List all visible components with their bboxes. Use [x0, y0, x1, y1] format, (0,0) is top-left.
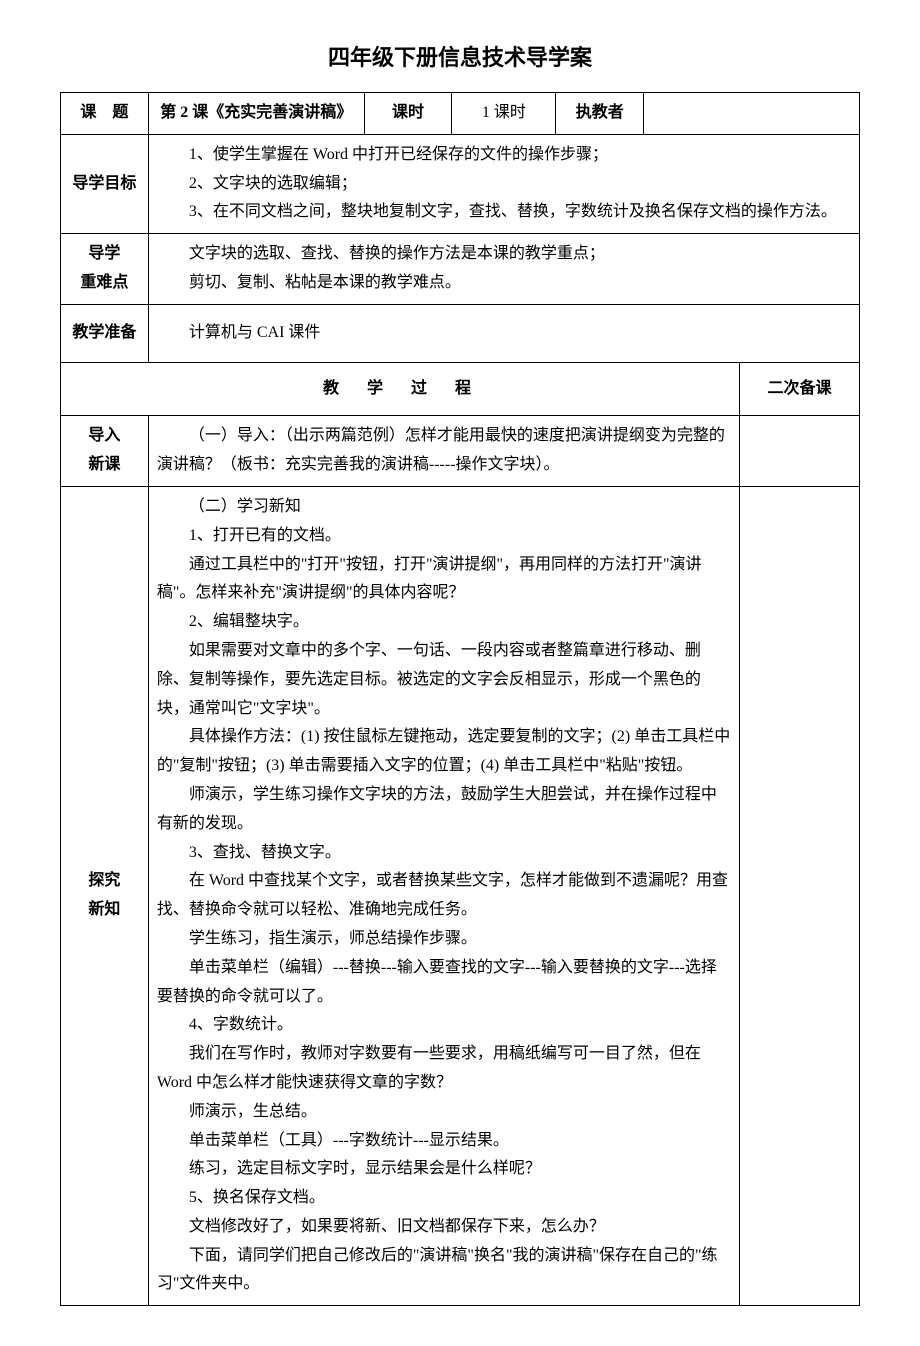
explore-paragraph: 我们在写作时，教师对字数要有一些要求，用稿纸编写可一目了然，但在 Word 中怎… — [157, 1040, 731, 1098]
teacher-value — [644, 93, 860, 135]
intro-content: （一）导入：（出示两篇范例）怎样才能用最快的速度把演讲提纲变为完整的演讲稿？（板… — [148, 416, 739, 487]
explore-paragraph: 4、字数统计。 — [157, 1011, 731, 1040]
objectives-label: 导学目标 — [61, 134, 149, 233]
explore-paragraph: 单击菜单栏（工具）---字数统计---显示结果。 — [157, 1127, 731, 1156]
process-header-row: 教 学 过 程 二次备课 — [61, 362, 860, 416]
lesson-plan-table: 课 题 第 2 课《充实完善演讲稿》 课时 1 课时 执教者 导学目标 1、使学… — [60, 92, 860, 1306]
explore-paragraph: 5、换名保存文档。 — [157, 1184, 731, 1213]
keypoints-row: 导学 重难点 文字块的选取、查找、替换的操作方法是本课的教学重点； 剪切、复制、… — [61, 234, 860, 305]
preparation-label: 教学准备 — [61, 304, 149, 362]
topic-value: 第 2 课《充实完善演讲稿》 — [148, 93, 364, 135]
explore-paragraph: 下面，请同学们把自己修改后的"演讲稿"换名"我的演讲稿"保存在自己的"练习"文件… — [157, 1242, 731, 1300]
preparation-row: 教学准备 计算机与 CAI 课件 — [61, 304, 860, 362]
objectives-line: 2、文字块的选取编辑； — [157, 170, 851, 199]
process-header-left: 教 学 过 程 — [61, 362, 740, 416]
explore-paragraph: 2、编辑整块字。 — [157, 608, 731, 637]
teacher-label: 执教者 — [556, 93, 644, 135]
period-value: 1 课时 — [452, 93, 556, 135]
header-row: 课 题 第 2 课《充实完善演讲稿》 课时 1 课时 执教者 — [61, 93, 860, 135]
intro-label-l1: 导入 — [88, 427, 120, 444]
keypoints-content: 文字块的选取、查找、替换的操作方法是本课的教学重点； 剪切、复制、粘帖是本课的教… — [148, 234, 859, 305]
preparation-value: 计算机与 CAI 课件 — [148, 304, 859, 362]
explore-paragraph: 在 Word 中查找某个文字，或者替换某些文字，怎样才能做到不遗漏呢？用查找、替… — [157, 867, 731, 925]
explore-paragraph: 通过工具栏中的"打开"按钮，打开"演讲提纲"，再用同样的方法打开"演讲稿"。怎样… — [157, 551, 731, 609]
explore-paragraph: 如果需要对文章中的多个字、一句话、一段内容或者整篇章进行移动、删除、复制等操作，… — [157, 637, 731, 723]
intro-row: 导入 新课 （一）导入：（出示两篇范例）怎样才能用最快的速度把演讲提纲变为完整的… — [61, 416, 860, 487]
explore-content: （二）学习新知 1、打开已有的文档。 通过工具栏中的"打开"按钮，打开"演讲提纲… — [148, 486, 739, 1305]
explore-paragraph: 文档修改好了，如果要将新、旧文档都保存下来，怎么办？ — [157, 1213, 731, 1242]
objectives-row: 导学目标 1、使学生掌握在 Word 中打开已经保存的文件的操作步骤； 2、文字… — [61, 134, 860, 233]
explore-notes — [740, 486, 860, 1305]
explore-paragraph: 单击菜单栏（编辑）---替换---输入要查找的文字---输入要替换的文字---选… — [157, 954, 731, 1012]
explore-paragraph: 练习，选定目标文字时，显示结果会是什么样呢？ — [157, 1155, 731, 1184]
intro-paragraph: （一）导入：（出示两篇范例）怎样才能用最快的速度把演讲提纲变为完整的演讲稿？（板… — [157, 422, 731, 480]
document-title: 四年级下册信息技术导学案 — [60, 40, 860, 72]
explore-paragraph: 学生练习，指生演示，师总结操作步骤。 — [157, 925, 731, 954]
explore-label-l2: 新知 — [88, 901, 120, 918]
objectives-line: 3、在不同文档之间，整块地复制文字，查找、替换，字数统计及换名保存文档的操作方法… — [157, 198, 851, 227]
keypoints-label-l2: 重难点 — [80, 274, 128, 291]
intro-label: 导入 新课 — [61, 416, 149, 487]
objectives-line: 1、使学生掌握在 Word 中打开已经保存的文件的操作步骤； — [157, 141, 851, 170]
keypoints-line: 剪切、复制、粘帖是本课的教学难点。 — [157, 269, 851, 298]
process-header-right: 二次备课 — [740, 362, 860, 416]
explore-paragraph: 师演示，学生练习操作文字块的方法，鼓励学生大胆尝试，并在操作过程中有新的发现。 — [157, 781, 731, 839]
explore-paragraph: 3、查找、替换文字。 — [157, 839, 731, 868]
explore-paragraph: 具体操作方法：(1) 按住鼠标左键拖动，选定要复制的文字；(2) 单击工具栏中的… — [157, 723, 731, 781]
keypoints-label: 导学 重难点 — [61, 234, 149, 305]
intro-label-l2: 新课 — [88, 456, 120, 473]
explore-paragraph: 师演示，生总结。 — [157, 1098, 731, 1127]
explore-paragraph: 1、打开已有的文档。 — [157, 522, 731, 551]
explore-paragraph: （二）学习新知 — [157, 493, 731, 522]
topic-label: 课 题 — [61, 93, 149, 135]
intro-notes — [740, 416, 860, 487]
explore-row: 探究 新知 （二）学习新知 1、打开已有的文档。 通过工具栏中的"打开"按钮，打… — [61, 486, 860, 1305]
explore-label-l1: 探究 — [88, 872, 120, 889]
objectives-content: 1、使学生掌握在 Word 中打开已经保存的文件的操作步骤； 2、文字块的选取编… — [148, 134, 859, 233]
explore-label: 探究 新知 — [61, 486, 149, 1305]
keypoints-label-l1: 导学 — [88, 245, 120, 262]
period-label: 课时 — [364, 93, 452, 135]
keypoints-line: 文字块的选取、查找、替换的操作方法是本课的教学重点； — [157, 240, 851, 269]
